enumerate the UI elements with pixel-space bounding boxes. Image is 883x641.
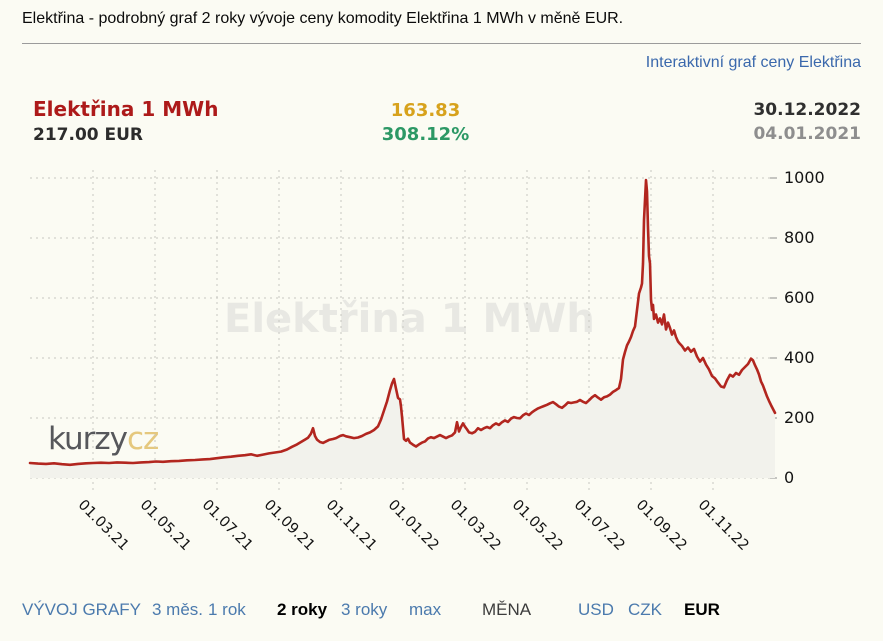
range-3-roky[interactable]: 3 roky bbox=[341, 600, 388, 619]
kurzy-cz-logo: kurzycz bbox=[48, 421, 159, 457]
page-title: Elektřina - podrobný graf 2 roky vývoje … bbox=[22, 10, 624, 27]
x-axis-label: 01.09.21 bbox=[260, 497, 318, 554]
date-from: 04.01.2021 bbox=[753, 124, 861, 144]
y-axis-label: 800 bbox=[784, 228, 815, 247]
instrument-name: Elektřina 1 MWh bbox=[33, 97, 219, 121]
y-axis-label: 600 bbox=[784, 288, 815, 307]
charts-menu-label[interactable]: VÝVOJ GRAFY bbox=[22, 600, 142, 619]
x-axis-label: 01.05.21 bbox=[136, 497, 194, 554]
x-axis-label: 01.03.22 bbox=[446, 497, 504, 554]
y-axis-label: 1000 bbox=[784, 168, 825, 187]
currency-eur[interactable]: EUR bbox=[684, 600, 720, 619]
logo-kurzy: kurzy bbox=[48, 421, 128, 457]
range-2-roky[interactable]: 2 roky bbox=[277, 600, 328, 619]
chart-watermark: Elektřina 1 MWh bbox=[224, 296, 595, 342]
currency-menu-label: MĚNA bbox=[482, 600, 532, 619]
x-axis-label: 01.03.21 bbox=[74, 497, 132, 554]
x-axis-label: 01.11.22 bbox=[694, 497, 752, 554]
x-axis-label: 01.01.22 bbox=[384, 497, 442, 554]
range-3-m-s[interactable]: 3 měs. bbox=[152, 600, 204, 619]
x-axis-label: 01.07.22 bbox=[570, 497, 628, 554]
change-percent: 308.12% bbox=[381, 124, 470, 145]
divider bbox=[22, 43, 861, 44]
x-axis-label: 01.05.22 bbox=[508, 497, 566, 554]
footer-toolbar: VÝVOJ GRAFY 3 měs. 1 rok 2 roky 3 roky max M… bbox=[0, 600, 883, 630]
date-to: 30.12.2022 bbox=[753, 100, 861, 120]
logo-cz: cz bbox=[127, 421, 159, 457]
interactive-chart-link[interactable]: Interaktivní graf ceny Elektřina bbox=[645, 54, 861, 71]
x-axis-label: 01.11.21 bbox=[322, 497, 380, 554]
current-price: 217.00 EUR bbox=[33, 125, 144, 145]
x-axis-label: 01.07.21 bbox=[198, 497, 256, 554]
currency-usd[interactable]: USD bbox=[578, 600, 614, 619]
range-max[interactable]: max bbox=[409, 600, 442, 619]
y-axis-label: 400 bbox=[784, 348, 815, 367]
range-1-rok[interactable]: 1 rok bbox=[208, 600, 246, 619]
change-absolute: 163.83 bbox=[390, 100, 461, 121]
y-axis-label: 0 bbox=[784, 468, 795, 487]
currency-czk[interactable]: CZK bbox=[628, 600, 662, 619]
y-axis-label: 200 bbox=[784, 408, 815, 427]
x-axis-label: 01.09.22 bbox=[632, 497, 690, 554]
